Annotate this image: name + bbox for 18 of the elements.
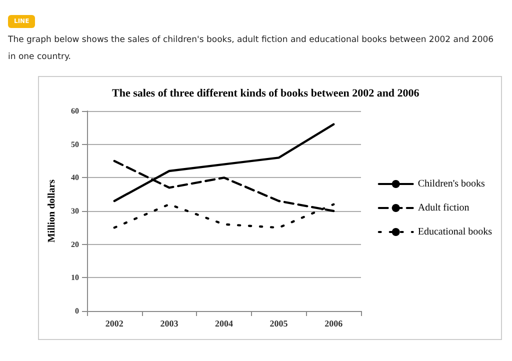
y-tick-label: 10	[71, 273, 79, 282]
x-tick-label: 2006	[324, 318, 344, 328]
legend-label: Adult fiction	[418, 202, 470, 214]
x-tick-label: 2004	[215, 318, 234, 328]
x-tick-label: 2002	[105, 318, 124, 328]
y-tick-label: 0	[75, 306, 79, 316]
legend-label: Children's books	[418, 178, 486, 190]
y-tick-label: 40	[71, 173, 79, 182]
y-tick-label: 30	[71, 206, 79, 216]
chart-subtitle: The graph below shows the sales of children's books, adult fiction and educational books between 2002 and 2006 in one country.	[8, 34, 495, 64]
x-tick-label: 2003	[160, 318, 179, 328]
x-tick-label: 2005	[270, 318, 288, 328]
chart-title: The sales of three different kinds of books between 2002 and 2006	[112, 88, 420, 100]
y-axis-title: Million dollars	[46, 179, 58, 243]
y-tick-label: 20	[71, 240, 79, 249]
y-tick-label: 60	[71, 106, 79, 116]
legend-label: Educational books	[418, 226, 492, 238]
y-tick-label: 50	[71, 140, 79, 149]
